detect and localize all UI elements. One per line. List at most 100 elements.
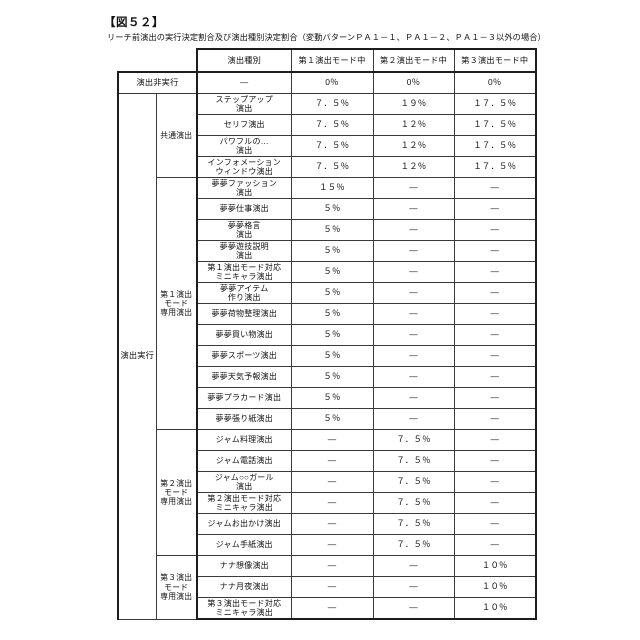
cell-value-mode3: ― — [454, 409, 536, 430]
table-row: 第２演出モード専用演出ジャム料理演出―７．５％― — [118, 430, 536, 451]
cell-value-mode2: ― — [373, 346, 454, 367]
cell-kind: 夢夢ファッション演出 — [197, 178, 291, 199]
cell-kind: 夢夢格言演出 — [197, 220, 291, 241]
cell-value-mode3: １７．５％ — [454, 115, 536, 136]
cell-value-mode3: 0％ — [454, 72, 536, 94]
cell-value-mode2: ― — [373, 262, 454, 283]
cell-value-mode1: 0％ — [291, 72, 373, 94]
table-row: 演出非実行―0％0％0％ — [118, 72, 536, 94]
cell-value-mode1: ― — [291, 451, 373, 472]
cell-value-mode3: ― — [454, 325, 536, 346]
cell-kind: インフォメーションウィンドウ演出 — [197, 157, 291, 178]
cell-kind: ステップアップ演出 — [197, 94, 291, 115]
cell-kind: 第１演出モード対応ミニキャラ演出 — [197, 262, 291, 283]
cell-value-mode3: ― — [454, 346, 536, 367]
cell-kind: ジャム○○ガール演出 — [197, 472, 291, 493]
cell-value-mode2: ― — [373, 199, 454, 220]
cell-value-mode2: ― — [373, 220, 454, 241]
cell-value-mode2: ― — [373, 304, 454, 325]
cell-value-mode1: ５％ — [291, 262, 373, 283]
cell-value-mode2: ７．５％ — [373, 430, 454, 451]
cell-value-mode3: ― — [454, 283, 536, 304]
cell-value-mode1: ５％ — [291, 367, 373, 388]
cell-kind: 第２演出モード対応ミニキャラ演出 — [197, 493, 291, 514]
cell-kind: 夢夢張り紙演出 — [197, 409, 291, 430]
cell-value-mode2: １２％ — [373, 157, 454, 178]
cell-value-mode3: ― — [454, 451, 536, 472]
group-cell-mode2_only: 第２演出モード専用演出 — [156, 430, 197, 556]
cell-value-mode1: ５％ — [291, 220, 373, 241]
document-page: 【図５２】 リーチ前演出の実行決定割合及び演出種別決定割合（変動パターンＰＡ１－… — [0, 0, 640, 640]
group-cell-mode1_only: 第１演出モード専用演出 — [156, 178, 197, 430]
cell-value-mode3: １７．５％ — [454, 94, 536, 115]
cell-kind: セリフ演出 — [197, 115, 291, 136]
figure-subtitle: リーチ前演出の実行決定割合及び演出種別決定割合（変動パターンＰＡ１－１、ＰＡ１－… — [107, 31, 546, 43]
cell-value-mode2: ― — [373, 283, 454, 304]
cell-value-mode3: ― — [454, 304, 536, 325]
cell-value-mode3: ― — [454, 493, 536, 514]
cell-kind: 夢夢仕事演出 — [197, 199, 291, 220]
cell-value-mode1: ５％ — [291, 283, 373, 304]
cell-value-mode2: ７．５％ — [373, 514, 454, 535]
cell-value-mode3: ― — [454, 514, 536, 535]
header-mode1: 第１演出モード中 — [291, 49, 373, 72]
table-row: 第３演出モード専用演出ナナ想像演出――１０％ — [118, 556, 536, 577]
cell-value-mode2: １２％ — [373, 115, 454, 136]
cell-value-mode1: ５％ — [291, 325, 373, 346]
cell-value-mode2: ― — [373, 598, 454, 620]
cell-value-mode1: ７．５％ — [291, 94, 373, 115]
cell-kind: 夢夢アイテム作り演出 — [197, 283, 291, 304]
cell-kind: ジャム料理演出 — [197, 430, 291, 451]
cell-value-mode2: ― — [373, 241, 454, 262]
cell-value-mode2: ７．５％ — [373, 493, 454, 514]
header-mode2: 第２演出モード中 — [373, 49, 454, 72]
cell-value-mode1: ― — [291, 493, 373, 514]
cell-value-mode1: ５％ — [291, 409, 373, 430]
exec-cell-exec: 演出実行 — [118, 94, 156, 620]
cell-kind: ナナ想像演出 — [197, 556, 291, 577]
cell-kind: 夢夢プラカード演出 — [197, 388, 291, 409]
cell-value-mode1: ― — [291, 577, 373, 598]
cell-value-mode2: ― — [373, 367, 454, 388]
cell-value-mode2: ― — [373, 325, 454, 346]
cell-value-mode2: ７．５％ — [373, 535, 454, 556]
cell-value-mode1: ７．５％ — [291, 157, 373, 178]
cell-kind: 夢夢荷物整理演出 — [197, 304, 291, 325]
cell-value-mode3: １０％ — [454, 598, 536, 620]
cell-kind: 夢夢天気予報演出 — [197, 367, 291, 388]
cell-value-mode1: ５％ — [291, 304, 373, 325]
header-kind: 演出種別 — [197, 49, 291, 72]
table-body: 演出非実行―0％0％0％演出実行共通演出ステップアップ演出７．５％１９％１７．５… — [118, 72, 536, 619]
group-cell-mode3_only: 第３演出モード専用演出 — [156, 556, 197, 620]
header-spacer-group — [156, 49, 197, 72]
cell-value-mode2: ― — [373, 577, 454, 598]
header-spacer-exec — [118, 49, 156, 72]
cell-value-mode3: １７．５％ — [454, 157, 536, 178]
table-header-row: 演出種別 第１演出モード中 第２演出モード中 第３演出モード中 — [118, 49, 536, 72]
cell-value-mode1: ― — [291, 472, 373, 493]
cell-value-mode3: ― — [454, 241, 536, 262]
cell-value-mode1: ７．５％ — [291, 115, 373, 136]
cell-value-mode2: ― — [373, 409, 454, 430]
cell-kind: ナナ月夜演出 — [197, 577, 291, 598]
cell-value-mode3: ― — [454, 262, 536, 283]
cell-value-mode2: ― — [373, 178, 454, 199]
cell-kind: 夢夢遊技説明演出 — [197, 241, 291, 262]
cell-value-mode3: ― — [454, 388, 536, 409]
group-cell-common: 共通演出 — [156, 94, 197, 178]
cell-value-mode1: ５％ — [291, 346, 373, 367]
exec-cell-non-exec: 演出非実行 — [118, 72, 197, 94]
cell-value-mode2: ― — [373, 556, 454, 577]
cell-kind: ジャムお出かけ演出 — [197, 514, 291, 535]
table-head: 演出種別 第１演出モード中 第２演出モード中 第３演出モード中 — [118, 49, 536, 72]
cell-value-mode3: １０％ — [454, 556, 536, 577]
cell-value-mode2: １２％ — [373, 136, 454, 157]
cell-value-mode3: ― — [454, 367, 536, 388]
cell-value-mode3: ― — [454, 535, 536, 556]
table-row: 演出実行共通演出ステップアップ演出７．５％１９％１７．５％ — [118, 94, 536, 115]
cell-kind: ジャム手紙演出 — [197, 535, 291, 556]
cell-value-mode2: ７．５％ — [373, 472, 454, 493]
cell-value-mode1: ７．５％ — [291, 136, 373, 157]
cell-value-mode2: ７．５％ — [373, 451, 454, 472]
cell-value-mode1: ― — [291, 556, 373, 577]
